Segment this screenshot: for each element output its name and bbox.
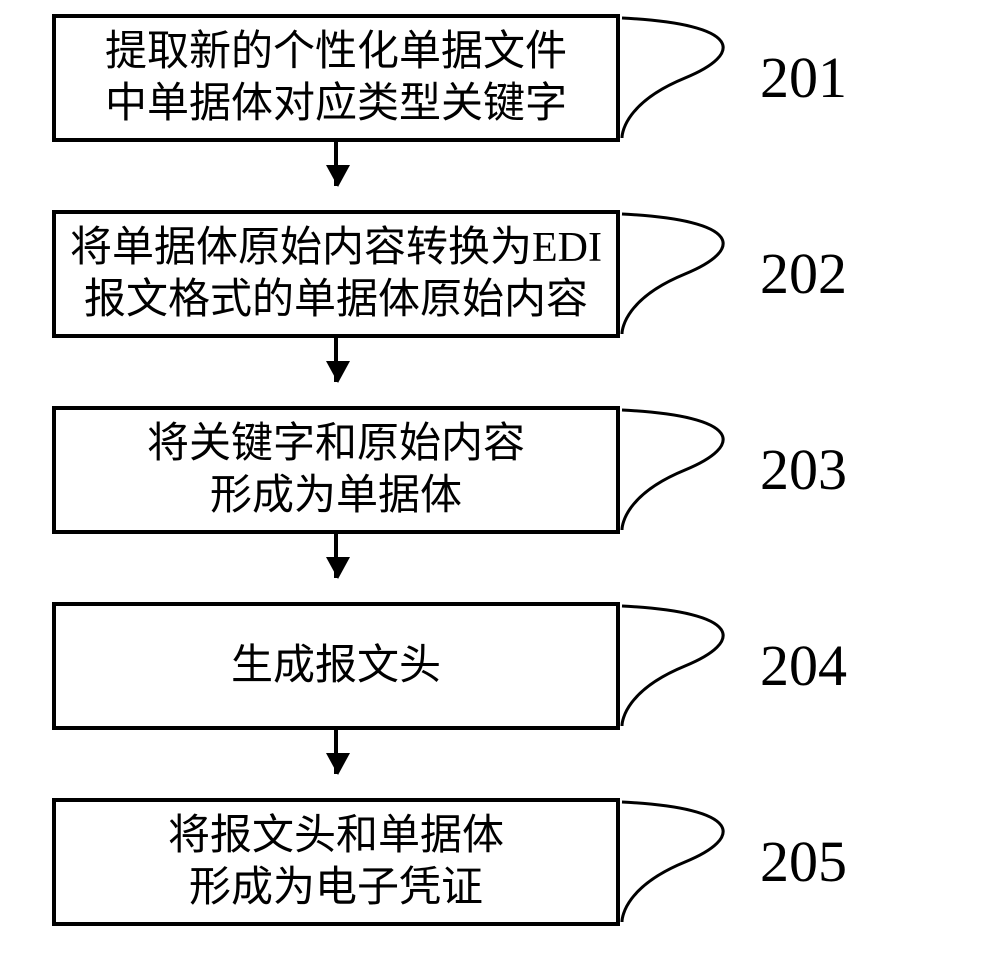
flow-label-5: 205 bbox=[760, 828, 847, 895]
flow-label-3: 203 bbox=[760, 436, 847, 503]
flow-node-5-text: 将报文头和单据体 形成为电子凭证 bbox=[168, 810, 504, 915]
flow-node-4-text: 生成报文头 bbox=[231, 640, 441, 693]
flowchart-canvas: 提取新的个性化单据文件 中单据体对应类型关键字 201 将单据体原始内容转换为E… bbox=[0, 0, 1000, 974]
flow-node-2: 将单据体原始内容转换为EDI 报文格式的单据体原始内容 bbox=[52, 210, 620, 338]
flow-arrow-3 bbox=[334, 534, 338, 578]
flow-label-2: 202 bbox=[760, 240, 847, 307]
flow-node-2-text: 将单据体原始内容转换为EDI 报文格式的单据体原始内容 bbox=[70, 222, 602, 327]
flow-node-1-text: 提取新的个性化单据文件 中单据体对应类型关键字 bbox=[105, 26, 567, 131]
flow-node-3: 将关键字和原始内容 形成为单据体 bbox=[52, 406, 620, 534]
flow-arrow-2 bbox=[334, 338, 338, 382]
wave-5 bbox=[620, 802, 750, 922]
flow-node-3-text: 将关键字和原始内容 形成为单据体 bbox=[147, 418, 525, 523]
flow-node-1: 提取新的个性化单据文件 中单据体对应类型关键字 bbox=[52, 14, 620, 142]
flow-label-4: 204 bbox=[760, 632, 847, 699]
flow-arrow-1 bbox=[334, 142, 338, 186]
wave-1 bbox=[620, 18, 750, 138]
flow-node-4: 生成报文头 bbox=[52, 602, 620, 730]
flow-label-1: 201 bbox=[760, 44, 847, 111]
flow-arrow-4 bbox=[334, 730, 338, 774]
wave-2 bbox=[620, 214, 750, 334]
wave-3 bbox=[620, 410, 750, 530]
flow-node-5: 将报文头和单据体 形成为电子凭证 bbox=[52, 798, 620, 926]
wave-4 bbox=[620, 606, 750, 726]
